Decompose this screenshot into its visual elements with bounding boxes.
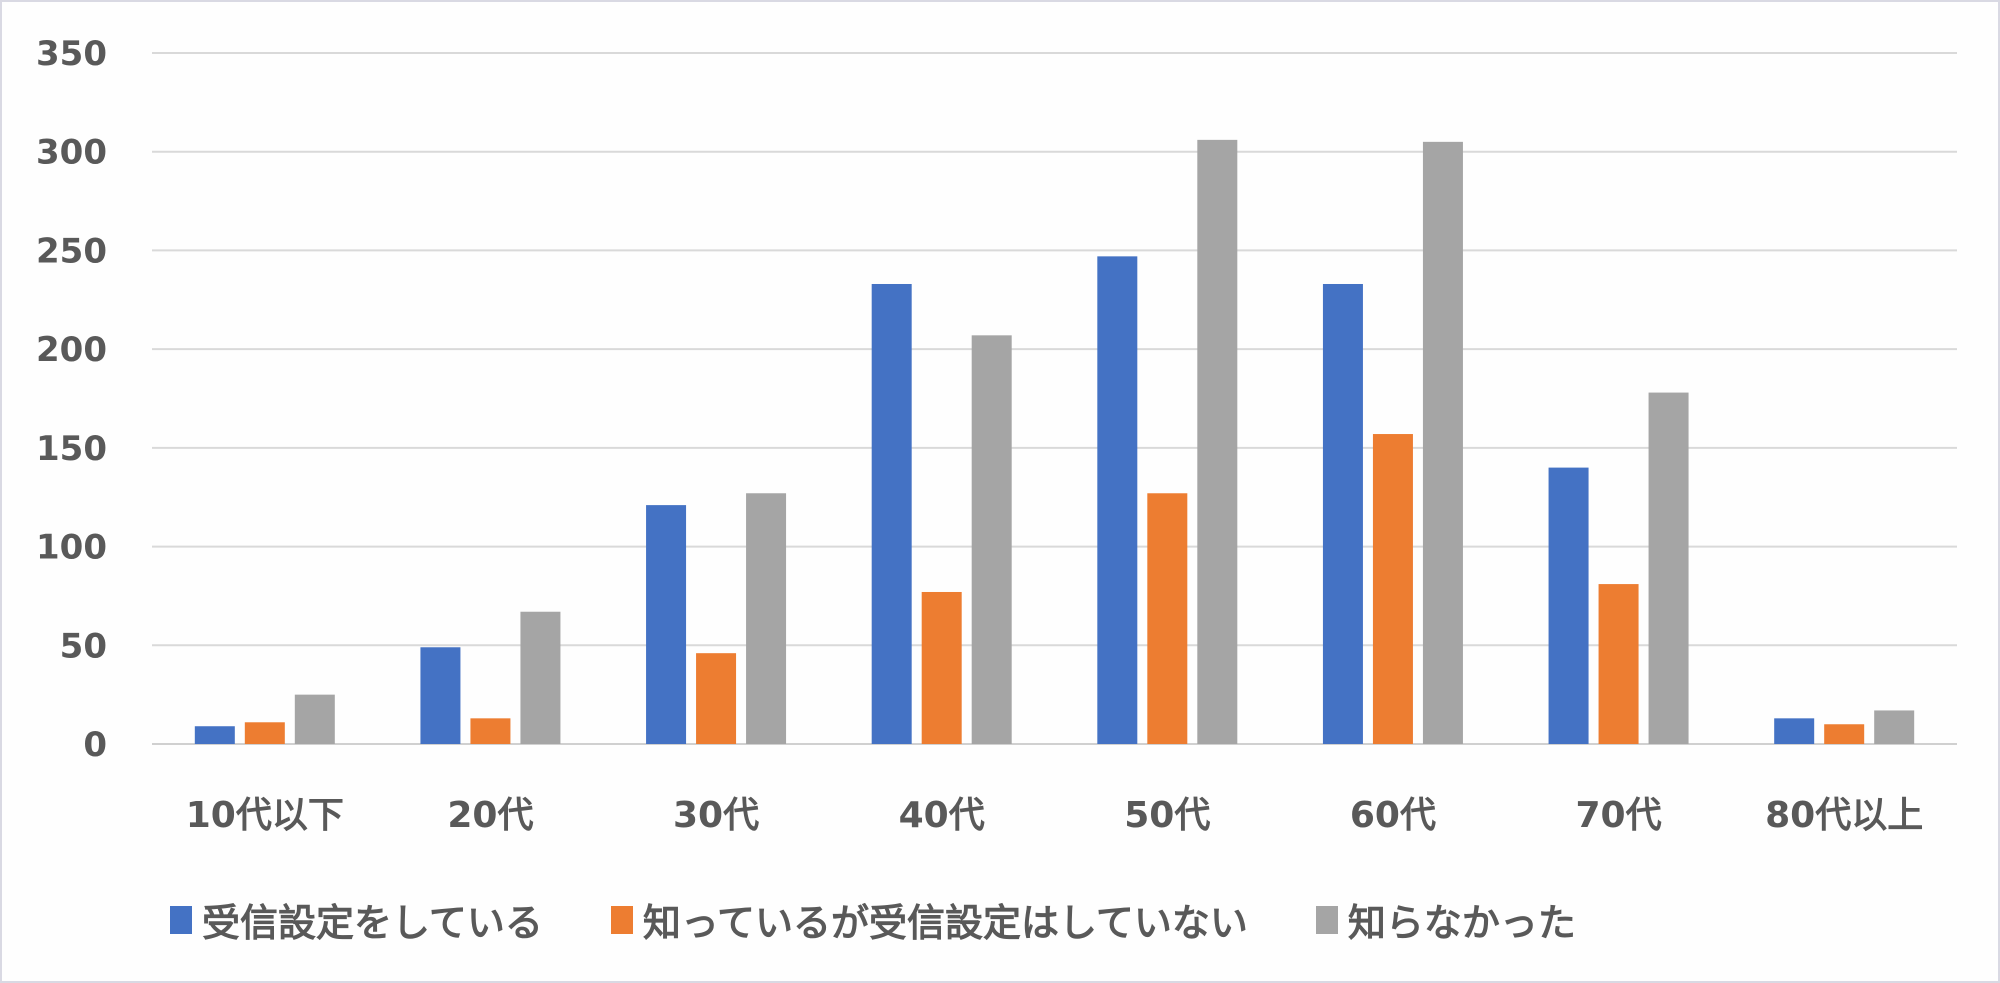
y-tick-label: 200	[36, 330, 107, 370]
legend-swatch-gray	[1315, 905, 1338, 934]
bar-5-series-0	[1322, 283, 1363, 744]
x-tick-label: 70代	[1576, 795, 1662, 836]
x-tick-label: 40代	[899, 795, 985, 836]
legend: 受信設定をしている 知っているが受信設定はしていない 知らなかった	[2, 892, 1998, 947]
bar-5-series-1	[1372, 434, 1413, 744]
y-tick-label: 50	[60, 626, 107, 666]
legend-label: 受信設定をしている	[202, 901, 543, 945]
bar-3-series-2	[971, 335, 1012, 744]
legend-label: 知っているが受信設定はしていない	[642, 901, 1248, 945]
y-tick-label: 0	[83, 725, 107, 765]
legend-item-series-1: 知っているが受信設定はしていない	[610, 892, 1248, 947]
bar-0-series-2	[294, 694, 335, 744]
x-tick-label: 30代	[673, 795, 759, 836]
bar-1-series-2	[520, 611, 561, 744]
y-tick-label: 250	[36, 231, 107, 271]
bar-0-series-0	[194, 726, 235, 744]
y-tick-label: 300	[36, 133, 107, 173]
bar-4-series-1	[1147, 493, 1188, 744]
bar-6-series-0	[1548, 467, 1589, 744]
x-tick-label: 20代	[447, 795, 533, 836]
bar-2-series-1	[696, 653, 737, 744]
legend-swatch-orange	[610, 905, 633, 934]
legend-item-series-0: 受信設定をしている	[170, 892, 543, 947]
legend-label: 知らなかった	[1347, 901, 1576, 945]
bar-7-series-1	[1824, 724, 1865, 744]
y-tick-label: 350	[36, 34, 107, 74]
bar-7-series-2	[1874, 710, 1915, 744]
x-tick-label: 60代	[1350, 795, 1436, 836]
bar-4-series-0	[1097, 256, 1138, 744]
bar-2-series-2	[746, 493, 787, 744]
bar-5-series-2	[1422, 141, 1463, 745]
bar-3-series-1	[921, 591, 962, 744]
bar-7-series-0	[1774, 718, 1815, 744]
y-tick-label: 150	[36, 429, 107, 469]
bar-6-series-2	[1648, 392, 1689, 744]
legend-item-series-2: 知らなかった	[1315, 892, 1576, 947]
legend-swatch-blue	[170, 905, 192, 934]
bar-4-series-2	[1197, 139, 1238, 744]
x-tick-label: 10代以下	[186, 795, 344, 836]
y-tick-label: 100	[36, 528, 107, 568]
bar-1-series-1	[470, 718, 511, 744]
bar-0-series-1	[244, 722, 285, 744]
bar-2-series-0	[646, 505, 687, 744]
x-tick-label: 50代	[1124, 795, 1210, 836]
bar-6-series-1	[1598, 584, 1639, 744]
bar-1-series-0	[420, 647, 461, 744]
x-tick-label: 80代以上	[1765, 795, 1923, 836]
bar-3-series-0	[871, 283, 912, 744]
